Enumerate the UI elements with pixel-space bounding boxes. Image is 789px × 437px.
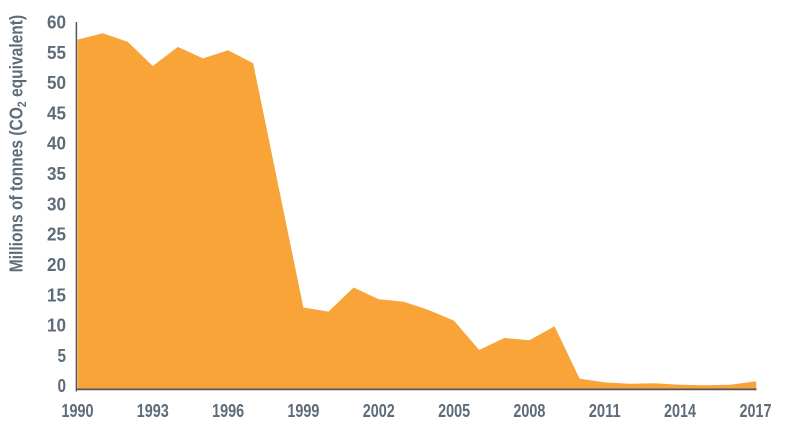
svg-text:10: 10: [47, 315, 66, 336]
svg-text:1990: 1990: [62, 400, 94, 421]
svg-text:1996: 1996: [212, 400, 244, 421]
svg-text:45: 45: [47, 102, 66, 123]
svg-text:2008: 2008: [513, 400, 545, 421]
svg-text:40: 40: [47, 133, 66, 154]
svg-text:1993: 1993: [137, 400, 169, 421]
svg-text:5: 5: [58, 345, 67, 366]
svg-text:2014: 2014: [664, 400, 697, 421]
svg-text:30: 30: [47, 193, 66, 214]
svg-text:35: 35: [47, 163, 66, 184]
svg-text:2002: 2002: [363, 400, 395, 421]
svg-text:60: 60: [47, 12, 66, 33]
svg-text:1999: 1999: [287, 400, 319, 421]
svg-text:25: 25: [47, 224, 66, 245]
svg-text:0: 0: [58, 375, 67, 396]
svg-text:2011: 2011: [589, 400, 621, 421]
svg-text:20: 20: [47, 254, 66, 275]
svg-text:2005: 2005: [438, 400, 470, 421]
svg-text:55: 55: [47, 42, 66, 63]
svg-text:15: 15: [47, 284, 66, 305]
svg-text:Millions of tonnes (CO2 equiva: Millions of tonnes (CO2 equivalent): [7, 15, 30, 273]
svg-text:2017: 2017: [740, 400, 772, 421]
svg-text:50: 50: [47, 72, 66, 93]
